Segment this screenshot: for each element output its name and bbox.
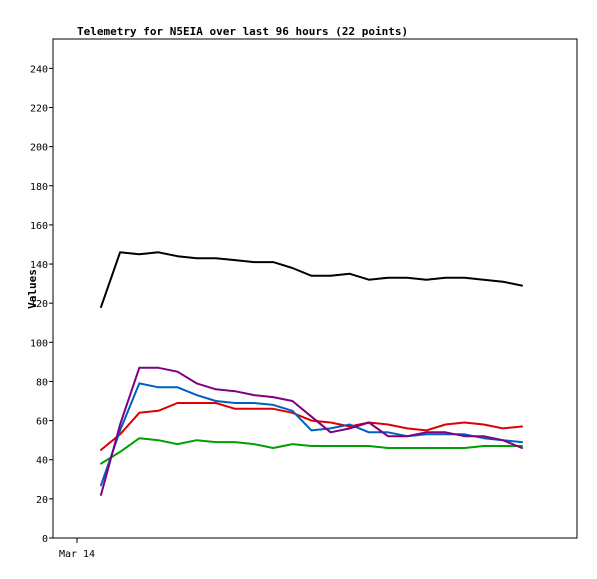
series-line	[100, 366, 523, 496]
y-tick-label: 100	[30, 338, 48, 349]
y-tick-label: 80	[36, 377, 48, 388]
x-axis: Mar 14	[59, 538, 95, 560]
x-tick-label: Mar 14	[59, 549, 95, 560]
y-tick-label: 120	[30, 299, 48, 310]
series-layer	[100, 251, 523, 496]
y-tick-label: 180	[30, 182, 48, 193]
y-tick-label: 220	[30, 103, 48, 114]
y-tick-label: 0	[42, 534, 48, 545]
y-tick-label: 160	[30, 221, 48, 232]
y-tick-label: 200	[30, 143, 48, 154]
y-axis-title: Values	[26, 269, 39, 309]
chart-title: Telemetry for N5EIA over last 96 hours (…	[77, 25, 408, 38]
series-line	[100, 402, 523, 451]
y-tick-label: 140	[30, 260, 48, 271]
series-line	[100, 437, 523, 465]
y-tick-label: 240	[30, 64, 48, 75]
y-axis: 0 20 40 60 80 100 120 140 160 180 200 220 240	[30, 64, 53, 545]
y-tick-label: 20	[36, 495, 48, 506]
y-tick-label: 40	[36, 456, 48, 467]
series-line	[100, 251, 523, 309]
plot-frame	[52, 38, 578, 539]
y-tick-label: 60	[36, 417, 48, 428]
